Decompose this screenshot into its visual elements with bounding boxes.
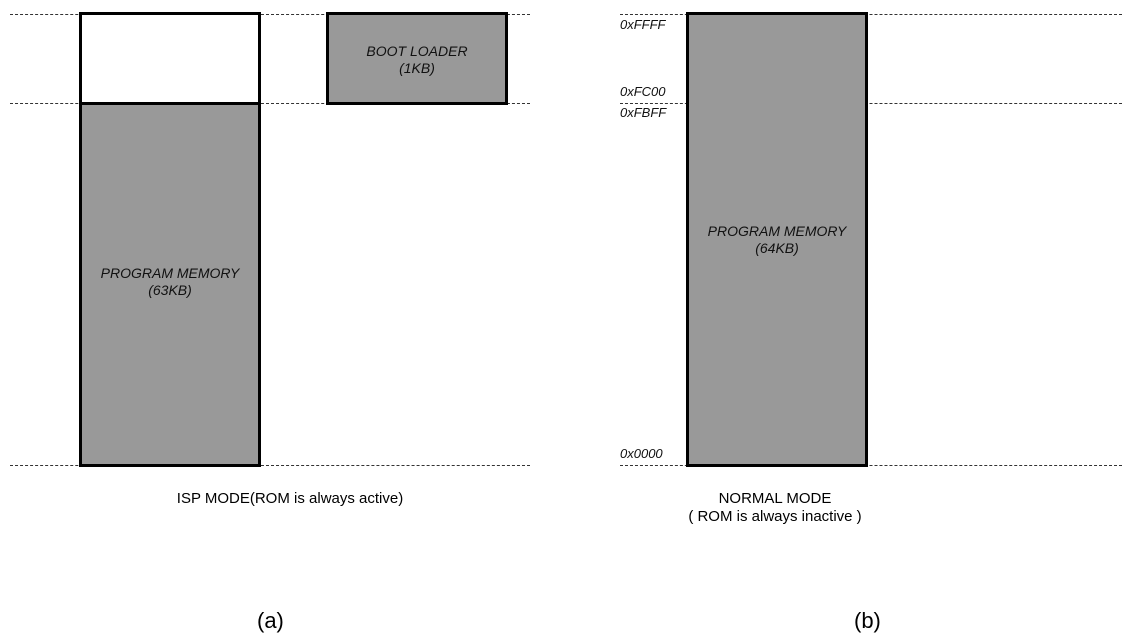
boot-loader-size: (1KB): [399, 60, 435, 76]
normal-mode-caption-line2: ( ROM is always inactive ): [688, 508, 862, 525]
isp-program-memory-size: (63KB): [148, 282, 192, 298]
subfigure-label-b: (b): [854, 608, 881, 633]
guide-line-top-a: [10, 14, 530, 15]
normal-mode-caption-line1: NORMAL MODE: [718, 490, 832, 507]
isp-unused-block: [79, 12, 261, 105]
guide-line-bottom-a: [10, 465, 530, 466]
address-0xfbff: 0xFBFF: [620, 105, 667, 120]
isp-mode-caption: ISP MODE(ROM is always active): [140, 490, 440, 508]
normal-program-memory-name: PROGRAM MEMORY: [707, 223, 847, 239]
boot-loader-block: BOOT LOADER (1KB): [326, 12, 508, 105]
guide-line-bottom-b: [620, 465, 1122, 466]
boot-loader-label: BOOT LOADER (1KB): [329, 43, 505, 77]
guide-line-mid-a: [10, 103, 530, 104]
isp-mode-caption-text: ISP MODE(ROM is always active): [176, 490, 404, 507]
address-0xfc00: 0xFC00: [620, 84, 666, 99]
normal-program-memory-size: (64KB): [755, 240, 799, 256]
normal-mode-caption: NORMAL MODE ( ROM is always inactive ): [625, 490, 925, 526]
boot-loader-name: BOOT LOADER: [366, 43, 468, 59]
normal-program-memory-block: PROGRAM MEMORY (64KB): [686, 12, 868, 467]
isp-program-memory-name: PROGRAM MEMORY: [100, 265, 240, 281]
address-0xffff: 0xFFFF: [620, 17, 666, 32]
address-0x0000: 0x0000: [620, 446, 663, 461]
isp-program-memory-label: PROGRAM MEMORY (63KB): [82, 265, 258, 299]
guide-line-top-b: [620, 14, 1122, 15]
isp-program-memory-block: PROGRAM MEMORY (63KB): [79, 102, 261, 467]
guide-line-mid-b: [620, 103, 1122, 104]
normal-program-memory-label: PROGRAM MEMORY (64KB): [689, 223, 865, 257]
subfigure-label-a: (a): [257, 608, 284, 633]
